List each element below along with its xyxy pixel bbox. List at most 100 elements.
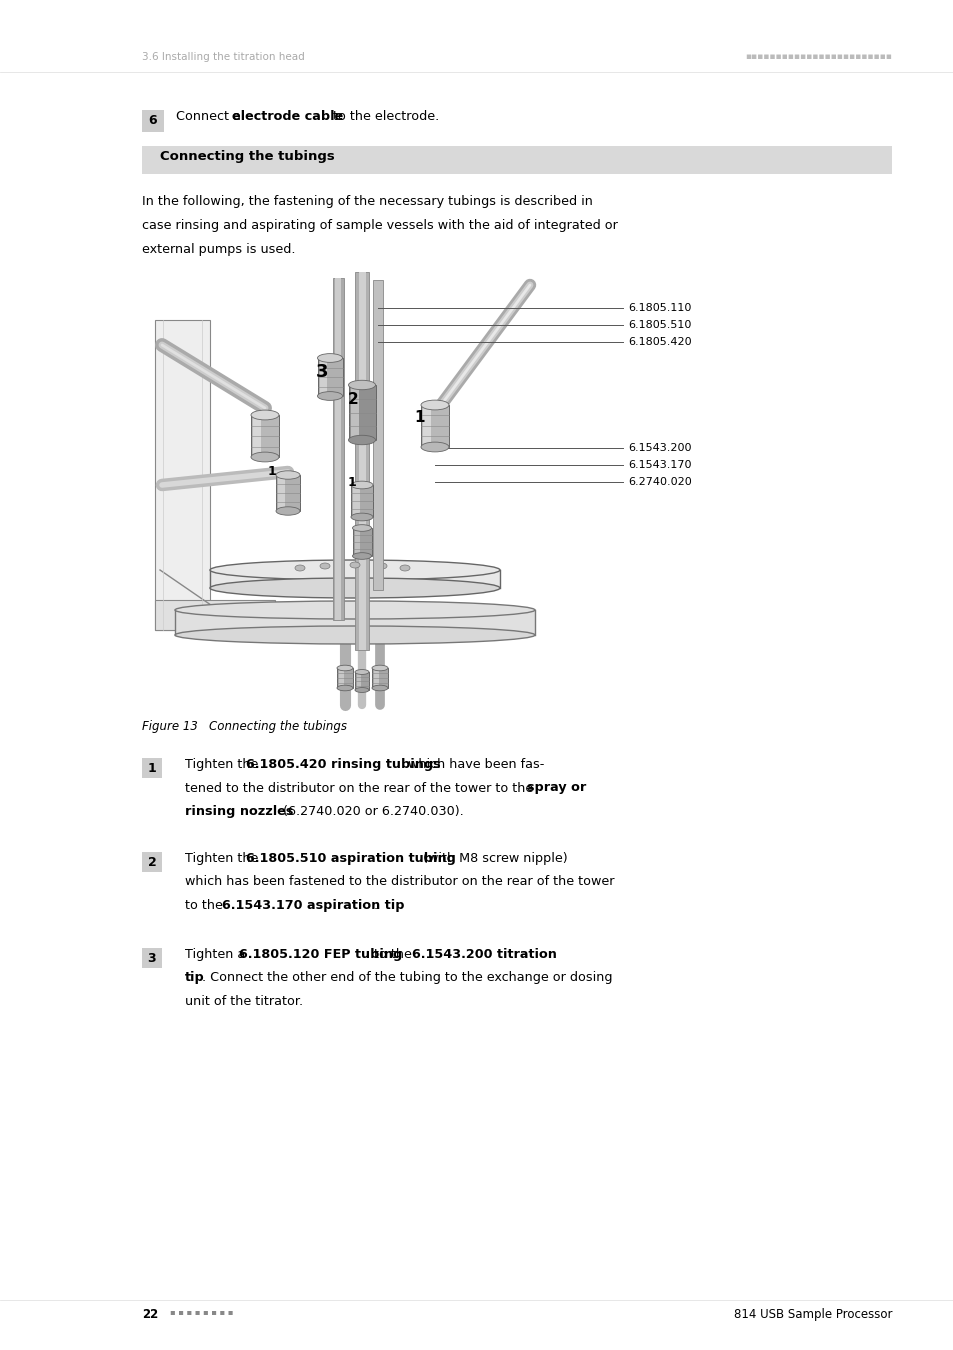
Text: Connecting the tubings: Connecting the tubings [160, 150, 335, 163]
Text: 814 USB Sample Processor: 814 USB Sample Processor [733, 1308, 891, 1322]
Ellipse shape [275, 471, 299, 479]
Ellipse shape [355, 687, 369, 693]
Bar [350, 385, 358, 440]
Text: Tighten the: Tighten the [185, 852, 262, 865]
Ellipse shape [348, 435, 375, 444]
Bar [356, 672, 361, 690]
Text: 3.6 Installing the titration head: 3.6 Installing the titration head [142, 53, 304, 62]
Ellipse shape [336, 686, 353, 691]
Bar [210, 570, 499, 589]
Bar [275, 475, 299, 512]
Text: 6.1805.510: 6.1805.510 [627, 320, 691, 329]
Text: 3: 3 [315, 363, 328, 381]
Text: 6.1805.120 FEP tubing: 6.1805.120 FEP tubing [239, 948, 402, 961]
Text: 6.1805.110: 6.1805.110 [627, 302, 691, 313]
Text: 6.1543.170: 6.1543.170 [627, 460, 691, 470]
Text: 6.1805.420: 6.1805.420 [627, 338, 691, 347]
Text: electrode cable: electrode cable [232, 109, 343, 123]
Bar [351, 485, 373, 517]
Text: unit of the titrator.: unit of the titrator. [185, 995, 303, 1008]
Ellipse shape [372, 686, 388, 691]
Ellipse shape [336, 666, 353, 671]
Ellipse shape [174, 626, 535, 644]
Text: to the: to the [370, 948, 416, 961]
Text: 6.1805.510 aspiration tubing: 6.1805.510 aspiration tubing [246, 852, 456, 865]
Ellipse shape [420, 441, 449, 452]
Text: Connect a: Connect a [175, 109, 245, 123]
Text: 6.1543.200 titration: 6.1543.200 titration [412, 948, 557, 961]
Bar [174, 610, 535, 634]
Bar [422, 405, 431, 447]
Ellipse shape [317, 392, 342, 401]
Text: which has been fastened to the distributor on the rear of the tower: which has been fastened to the distribut… [185, 876, 614, 888]
Ellipse shape [348, 381, 375, 390]
Bar [251, 414, 278, 458]
Text: rinsing nozzles: rinsing nozzles [185, 805, 294, 818]
Bar [358, 271, 365, 649]
Text: Tighten a: Tighten a [185, 948, 249, 961]
Ellipse shape [350, 562, 359, 568]
Text: 6.1543.170 aspiration tip: 6.1543.170 aspiration tip [222, 899, 404, 913]
Bar [355, 271, 369, 649]
Text: . Connect the other end of the tubing to the exchange or dosing: . Connect the other end of the tubing to… [202, 972, 613, 984]
Ellipse shape [174, 601, 535, 620]
Text: 6.1805.420 rinsing tubings: 6.1805.420 rinsing tubings [246, 757, 440, 771]
Bar [373, 279, 382, 590]
Text: to the electrode.: to the electrode. [329, 109, 438, 123]
Text: (with M8 screw nipple): (with M8 screw nipple) [418, 852, 567, 865]
Text: ▪▪▪▪▪▪▪▪▪▪▪▪▪▪▪▪▪▪▪▪▪▪▪▪: ▪▪▪▪▪▪▪▪▪▪▪▪▪▪▪▪▪▪▪▪▪▪▪▪ [744, 53, 891, 61]
Ellipse shape [319, 563, 330, 568]
Ellipse shape [351, 513, 373, 521]
Text: 6.1543.200: 6.1543.200 [627, 443, 691, 454]
Bar [142, 852, 162, 872]
Text: Tighten the: Tighten the [185, 757, 262, 771]
Text: tip: tip [185, 972, 205, 984]
Text: ▪ ▪ ▪ ▪ ▪ ▪ ▪ ▪: ▪ ▪ ▪ ▪ ▪ ▪ ▪ ▪ [170, 1308, 235, 1318]
Bar [355, 672, 369, 690]
Bar [372, 668, 388, 688]
Ellipse shape [420, 400, 449, 410]
Text: spray or: spray or [526, 782, 586, 795]
Bar [348, 385, 375, 440]
Ellipse shape [317, 354, 342, 362]
Text: to the: to the [185, 899, 227, 913]
Ellipse shape [399, 566, 410, 571]
Bar [355, 528, 360, 556]
Ellipse shape [251, 452, 278, 462]
Ellipse shape [351, 481, 373, 489]
Bar [352, 528, 371, 556]
Text: .: . [374, 899, 377, 913]
Bar [142, 109, 164, 132]
Text: 1: 1 [268, 466, 276, 478]
Text: 3: 3 [148, 952, 156, 964]
Bar [336, 668, 353, 688]
Bar [374, 668, 378, 688]
Text: external pumps is used.: external pumps is used. [142, 243, 295, 256]
Bar [142, 146, 891, 174]
Ellipse shape [210, 560, 499, 580]
Text: 2: 2 [148, 856, 156, 868]
Ellipse shape [372, 666, 388, 671]
Text: 22: 22 [142, 1308, 158, 1322]
Text: 1: 1 [148, 761, 156, 775]
Text: 1: 1 [415, 410, 425, 425]
Bar [333, 278, 343, 620]
Bar [338, 668, 343, 688]
Text: In the following, the fastening of the necessary tubings is described in: In the following, the fastening of the n… [142, 194, 592, 208]
Bar [253, 414, 261, 458]
Text: Figure 13: Figure 13 [142, 720, 197, 733]
Text: 2: 2 [347, 393, 358, 408]
Ellipse shape [294, 566, 305, 571]
Bar [353, 485, 359, 517]
Text: which have been fas-: which have been fas- [403, 757, 543, 771]
Text: 6: 6 [149, 115, 157, 127]
Ellipse shape [376, 563, 387, 568]
Bar [142, 948, 162, 968]
Ellipse shape [352, 525, 371, 532]
Bar [319, 358, 327, 396]
Text: Connecting the tubings: Connecting the tubings [193, 720, 347, 733]
Bar [317, 358, 342, 396]
Ellipse shape [210, 578, 499, 598]
Bar [420, 405, 449, 447]
Bar [154, 320, 210, 630]
